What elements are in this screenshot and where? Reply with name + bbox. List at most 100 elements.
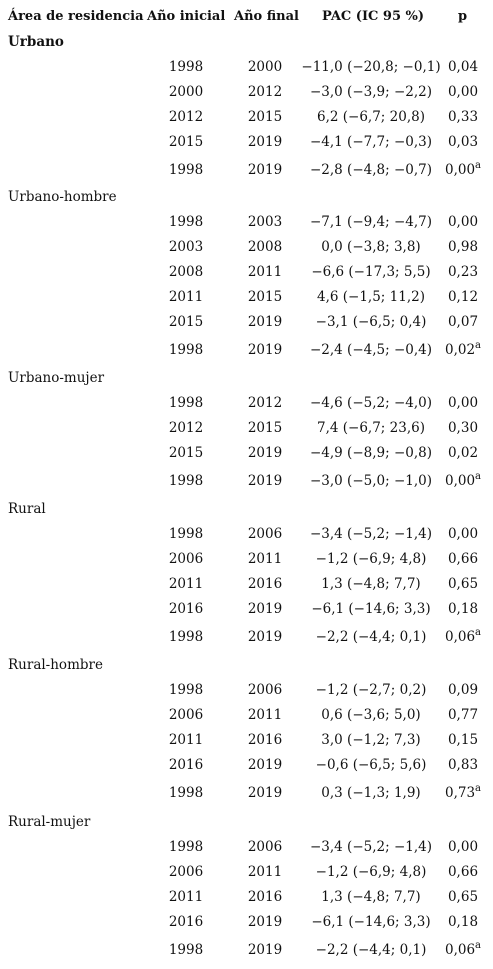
cell-end-year: 2012 xyxy=(247,395,283,411)
cell-start-year: 2016 xyxy=(168,601,204,617)
cell-pac: −2,2 (−4,4; 0,1) xyxy=(315,942,427,958)
cell-start-year: 2015 xyxy=(168,445,204,461)
cell-pac: −6,1 (−14,6; 3,3) xyxy=(311,601,431,617)
cell-p: 0,98 xyxy=(447,239,479,255)
cell-end-year: 2019 xyxy=(247,134,283,150)
cell-p: 0,73a xyxy=(444,783,482,802)
cell-pac: −1,2 (−6,9; 4,8) xyxy=(315,551,427,567)
cell-start-year: 1998 xyxy=(168,942,204,958)
cell-p: 0,04 xyxy=(447,59,479,75)
cell-pac: 4,6 (−1,5; 11,2) xyxy=(317,289,425,305)
cell-pac: 7,4 (−6,7; 23,6) xyxy=(317,420,425,436)
cell-start-year: 1998 xyxy=(168,682,204,698)
section-label: Rural-mujer xyxy=(8,814,91,830)
cell-start-year: 2006 xyxy=(168,864,204,880)
cell-start-year: 1998 xyxy=(168,162,204,178)
cell-end-year: 2011 xyxy=(247,707,283,723)
cell-start-year: 1998 xyxy=(168,629,204,645)
cell-pac: −2,2 (−4,4; 0,1) xyxy=(315,629,427,645)
header-pac: PAC (IC 95 %) xyxy=(322,9,425,24)
cell-start-year: 2003 xyxy=(168,239,204,255)
footnote-marker: a xyxy=(475,783,482,794)
cell-p: 0,07 xyxy=(447,314,479,330)
cell-start-year: 2006 xyxy=(168,551,204,567)
cell-pac: −2,8 (−4,8; −0,7) xyxy=(309,162,432,178)
cell-start-year: 1998 xyxy=(168,59,204,75)
cell-p: 0,00a xyxy=(444,471,482,490)
cell-start-year: 2011 xyxy=(168,289,204,305)
cell-end-year: 2006 xyxy=(247,682,283,698)
cell-p: 0,83 xyxy=(447,757,479,773)
cell-p: 0,06a xyxy=(444,627,482,646)
cell-end-year: 2019 xyxy=(247,601,283,617)
section-label: Rural xyxy=(8,501,46,517)
cell-start-year: 2016 xyxy=(168,757,204,773)
cell-end-year: 2016 xyxy=(247,889,283,905)
cell-p: 0,66 xyxy=(447,551,479,567)
cell-p: 0,65 xyxy=(447,576,479,592)
cell-pac: 3,0 (−1,2; 7,3) xyxy=(321,732,421,748)
cell-start-year: 1998 xyxy=(168,839,204,855)
section-label: Urbano xyxy=(8,34,64,50)
cell-p: 0,02a xyxy=(444,340,482,359)
cell-end-year: 2016 xyxy=(247,732,283,748)
cell-end-year: 2019 xyxy=(247,473,283,489)
cell-start-year: 2015 xyxy=(168,134,204,150)
cell-p: 0,00 xyxy=(447,214,479,230)
cell-p: 0,18 xyxy=(447,914,479,930)
cell-p: 0,00 xyxy=(447,839,479,855)
cell-start-year: 1998 xyxy=(168,395,204,411)
cell-pac: −4,1 (−7,7; −0,3) xyxy=(309,134,432,150)
cell-end-year: 2006 xyxy=(247,839,283,855)
cell-start-year: 2012 xyxy=(168,109,204,125)
cell-start-year: 2011 xyxy=(168,732,204,748)
cell-start-year: 1998 xyxy=(168,785,204,801)
cell-start-year: 1998 xyxy=(168,473,204,489)
header-p: p xyxy=(458,9,468,24)
cell-p: 0,15 xyxy=(447,732,479,748)
cell-pac: −6,1 (−14,6; 3,3) xyxy=(311,914,431,930)
cell-start-year: 2012 xyxy=(168,420,204,436)
cell-end-year: 2012 xyxy=(247,84,283,100)
cell-pac: −7,1 (−9,4; −4,7) xyxy=(309,214,432,230)
cell-p: 0,02 xyxy=(447,445,479,461)
footnote-marker: a xyxy=(475,340,482,351)
cell-p: 0,33 xyxy=(447,109,479,125)
cell-end-year: 2015 xyxy=(247,109,283,125)
header-start-year: Año inicial xyxy=(147,9,226,24)
cell-pac: −1,2 (−2,7; 0,2) xyxy=(315,682,427,698)
section-label: Rural-hombre xyxy=(8,657,103,673)
cell-start-year: 2016 xyxy=(168,914,204,930)
cell-p: 0,03 xyxy=(447,134,479,150)
cell-end-year: 2011 xyxy=(247,864,283,880)
cell-pac: −1,2 (−6,9; 4,8) xyxy=(315,864,427,880)
header-end-year: Año final xyxy=(234,9,299,24)
cell-start-year: 2011 xyxy=(168,576,204,592)
cell-pac: −2,4 (−4,5; −0,4) xyxy=(309,342,432,358)
cell-pac: −4,6 (−5,2; −4,0) xyxy=(309,395,432,411)
cell-end-year: 2008 xyxy=(247,239,283,255)
cell-p: 0,77 xyxy=(447,707,479,723)
cell-p: 0,06a xyxy=(444,940,482,959)
header-area: Área de residencia xyxy=(8,9,144,24)
footnote-marker: a xyxy=(475,627,482,638)
cell-start-year: 2006 xyxy=(168,707,204,723)
cell-start-year: 1998 xyxy=(168,526,204,542)
cell-start-year: 1998 xyxy=(168,342,204,358)
cell-pac: −4,9 (−8,9; −0,8) xyxy=(309,445,432,461)
cell-pac: 1,3 (−4,8; 7,7) xyxy=(321,889,421,905)
cell-pac: 0,6 (−3,6; 5,0) xyxy=(321,707,421,723)
cell-pac: 0,0 (−3,8; 3,8) xyxy=(321,239,421,255)
cell-start-year: 2011 xyxy=(168,889,204,905)
cell-pac: −3,4 (−5,2; −1,4) xyxy=(309,526,432,542)
cell-p: 0,23 xyxy=(447,264,479,280)
cell-end-year: 2019 xyxy=(247,785,283,801)
cell-end-year: 2000 xyxy=(247,59,283,75)
cell-p: 0,09 xyxy=(447,682,479,698)
cell-p: 0,30 xyxy=(447,420,479,436)
cell-end-year: 2019 xyxy=(247,314,283,330)
cell-pac: −3,4 (−5,2; −1,4) xyxy=(309,839,432,855)
cell-p: 0,12 xyxy=(447,289,479,305)
footnote-marker: a xyxy=(475,471,482,482)
cell-end-year: 2011 xyxy=(247,551,283,567)
